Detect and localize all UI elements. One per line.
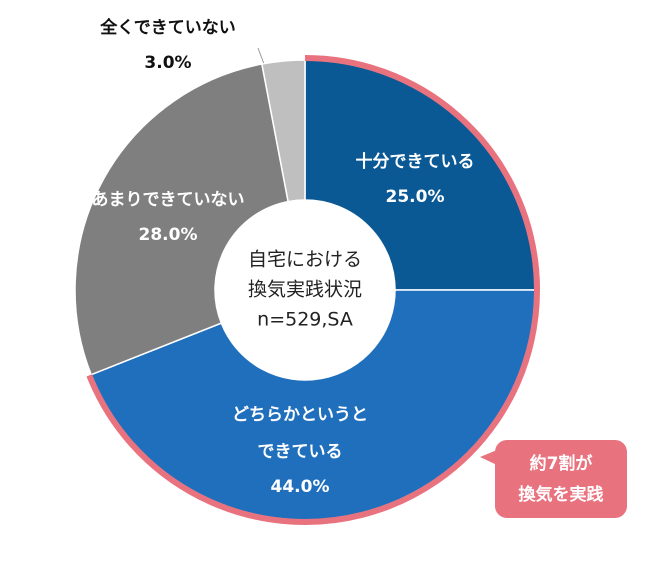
value-label: 44.0% xyxy=(271,477,330,497)
highlight-arc xyxy=(86,55,540,525)
center-text: 自宅における xyxy=(248,249,362,271)
center-text: n=529,SA xyxy=(257,309,353,331)
slice-label: あまりできていない xyxy=(92,190,245,210)
value-label: 25.0% xyxy=(386,187,445,207)
callout-text: 約7割が xyxy=(530,453,593,474)
slice xyxy=(74,63,290,376)
slice-label: 十分できている xyxy=(356,151,475,172)
slice-label: できている xyxy=(258,442,343,462)
slice-label: どちらかというと xyxy=(232,405,368,425)
callout-text: 換気を実践 xyxy=(519,484,604,505)
value-label: 28.0% xyxy=(139,225,198,245)
center-text: 換気実践状況 xyxy=(248,279,362,301)
callout-box xyxy=(495,440,627,518)
center-hole xyxy=(215,200,395,380)
slice-label: 全くできていない xyxy=(99,17,236,38)
callout-pointer xyxy=(480,450,497,465)
value-label: 3.0% xyxy=(144,53,191,73)
